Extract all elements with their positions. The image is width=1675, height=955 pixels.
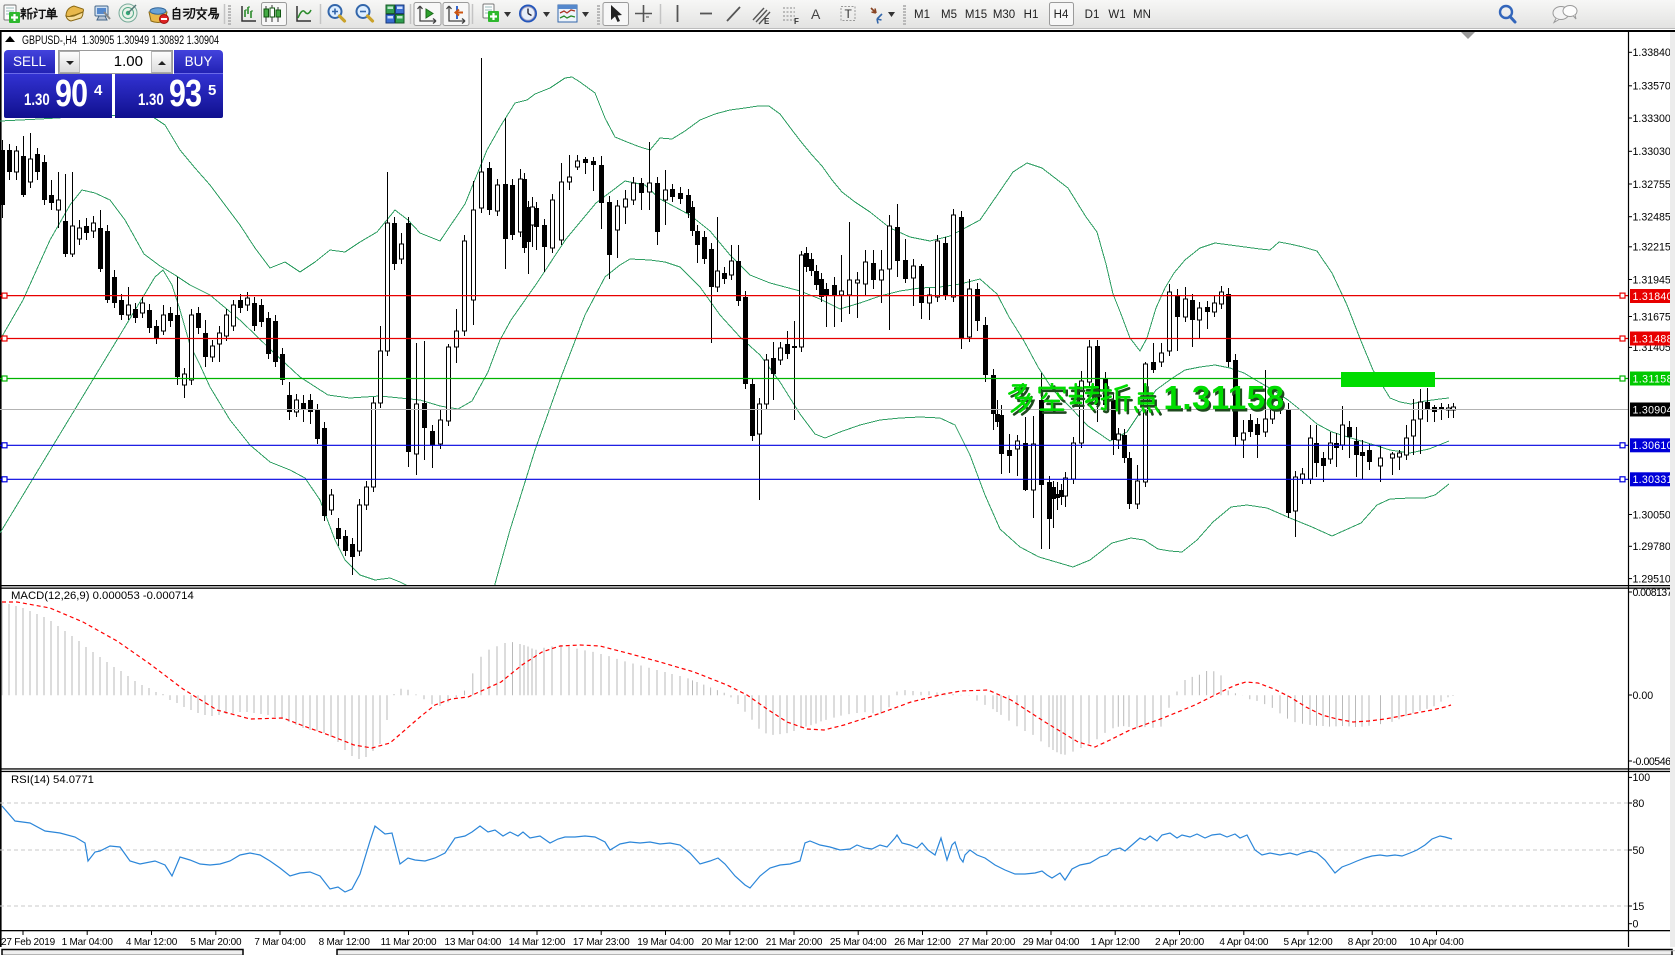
svg-text:0: 0	[1633, 919, 1639, 931]
svg-text:7 Mar 04:00: 7 Mar 04:00	[254, 937, 306, 948]
svg-text:80: 80	[1633, 798, 1645, 810]
svg-text:T: T	[845, 7, 853, 21]
svg-text:5 Mar 20:00: 5 Mar 20:00	[190, 937, 242, 948]
svg-text:1.30050: 1.30050	[1633, 509, 1671, 521]
svg-text:21 Mar 20:00: 21 Mar 20:00	[766, 937, 823, 948]
svg-text:F: F	[794, 17, 799, 26]
svg-text:19 Mar 04:00: 19 Mar 04:00	[637, 937, 694, 948]
svg-text:MN: MN	[1133, 9, 1151, 21]
svg-text:M5: M5	[941, 9, 957, 21]
svg-text:1.31158: 1.31158	[1166, 383, 1287, 419]
svg-text:1.31488: 1.31488	[1633, 333, 1673, 345]
svg-text:1.29780: 1.29780	[1633, 541, 1671, 553]
svg-text:1.33570: 1.33570	[1633, 81, 1671, 93]
svg-text:29 Mar 04:00: 29 Mar 04:00	[1023, 937, 1080, 948]
svg-text:RSI(14) 54.0771: RSI(14) 54.0771	[11, 774, 94, 786]
svg-text:M1: M1	[914, 9, 930, 21]
svg-text:MACD(12,26,9) 0.000053 -0.0007: MACD(12,26,9) 0.000053 -0.000714	[11, 590, 194, 602]
svg-text:1.30331: 1.30331	[1633, 474, 1673, 486]
svg-text:26 Mar 12:00: 26 Mar 12:00	[894, 937, 951, 948]
svg-text:50: 50	[1633, 845, 1645, 857]
svg-text:1.30904: 1.30904	[1633, 404, 1673, 416]
svg-text:1.31945: 1.31945	[1633, 274, 1671, 286]
svg-text:H4: H4	[1054, 9, 1069, 21]
svg-text:W1: W1	[1108, 9, 1125, 21]
svg-text:0.00: 0.00	[1633, 690, 1654, 702]
svg-text:1.33840: 1.33840	[1633, 47, 1671, 59]
svg-text:1.29510: 1.29510	[1633, 573, 1671, 585]
svg-text:8 Apr 20:00: 8 Apr 20:00	[1348, 937, 1398, 948]
svg-text:E: E	[764, 17, 770, 26]
svg-text:1.31840: 1.31840	[1633, 291, 1673, 303]
svg-text:1 Mar 04:00: 1 Mar 04:00	[62, 937, 114, 948]
svg-text:1.33300: 1.33300	[1633, 113, 1671, 125]
svg-text:13 Mar 04:00: 13 Mar 04:00	[445, 937, 502, 948]
svg-text:1.30610: 1.30610	[1633, 440, 1673, 452]
svg-text:8 Mar 12:00: 8 Mar 12:00	[319, 937, 371, 948]
svg-text:4 Apr 04:00: 4 Apr 04:00	[1219, 937, 1269, 948]
svg-text:20 Mar 12:00: 20 Mar 12:00	[702, 937, 759, 948]
svg-text:D1: D1	[1085, 9, 1100, 21]
svg-text:1.32215: 1.32215	[1633, 242, 1671, 254]
svg-text:0.008137: 0.008137	[1633, 587, 1673, 599]
svg-text:GBPUSD-,H4 1.30905 1.30949 1.: GBPUSD-,H4 1.30905 1.30949 1.30892 1.309…	[22, 35, 219, 47]
svg-text:1.33030: 1.33030	[1633, 146, 1671, 158]
svg-text:1 Apr 12:00: 1 Apr 12:00	[1091, 937, 1141, 948]
svg-text:2 Apr 20:00: 2 Apr 20:00	[1155, 937, 1205, 948]
svg-text:5 Apr 12:00: 5 Apr 12:00	[1284, 937, 1334, 948]
svg-text:-0.005466: -0.005466	[1633, 756, 1675, 768]
svg-text:1.31158: 1.31158	[1633, 373, 1673, 385]
svg-text:14 Mar 12:00: 14 Mar 12:00	[509, 937, 566, 948]
svg-text:27 Mar 20:00: 27 Mar 20:00	[959, 937, 1016, 948]
svg-text:25 Mar 04:00: 25 Mar 04:00	[830, 937, 887, 948]
svg-text:10 Apr 04:00: 10 Apr 04:00	[1409, 937, 1464, 948]
svg-text:15: 15	[1633, 901, 1645, 913]
svg-text:M30: M30	[993, 9, 1015, 21]
svg-text:1.32755: 1.32755	[1633, 179, 1671, 191]
svg-text:27 Feb 2019: 27 Feb 2019	[1, 937, 56, 948]
svg-text:1.31675: 1.31675	[1633, 311, 1671, 323]
svg-text:M15: M15	[965, 9, 987, 21]
svg-text:H1: H1	[1024, 9, 1039, 21]
svg-text:A: A	[811, 6, 821, 22]
svg-text:4 Mar 12:00: 4 Mar 12:00	[126, 937, 178, 948]
svg-text:100: 100	[1633, 772, 1651, 784]
svg-text:11 Mar 20:00: 11 Mar 20:00	[381, 937, 437, 948]
svg-text:1.31158: 1.31158	[1164, 383, 1285, 416]
svg-text:17 Mar 23:00: 17 Mar 23:00	[573, 937, 630, 948]
svg-text:1.32485: 1.32485	[1633, 212, 1671, 224]
